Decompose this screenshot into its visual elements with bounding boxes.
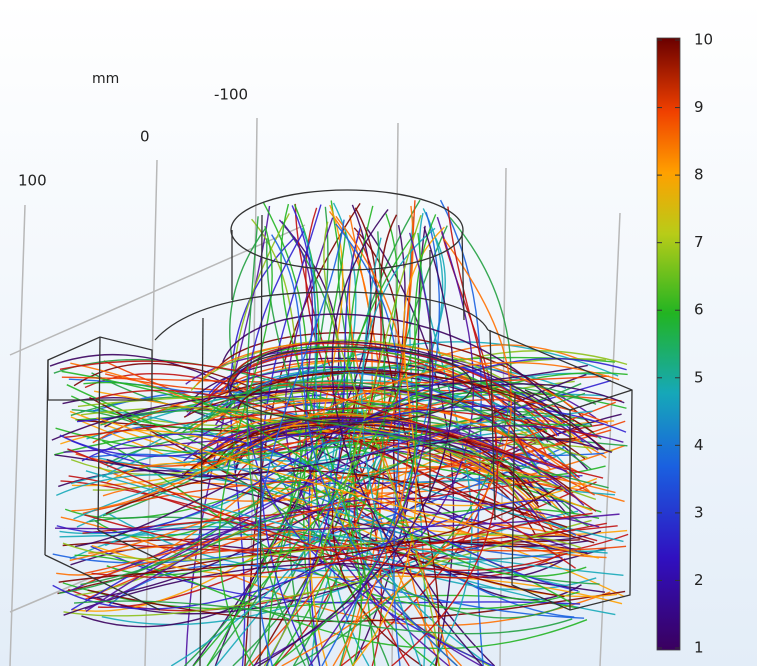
tick-label: 10 xyxy=(694,31,713,49)
tick-label: 3 xyxy=(694,503,704,521)
tick-label: 5 xyxy=(694,368,704,386)
tick-label: 6 xyxy=(694,301,704,319)
tick-label: 7 xyxy=(694,233,704,251)
tick-label: 4 xyxy=(694,436,704,454)
plot-view: mm -100 0 100 1 2 3 4 5 6 7 8 9 10 xyxy=(0,0,757,666)
tick-label: 8 xyxy=(694,166,704,184)
tick-label: 9 xyxy=(694,98,704,116)
tick-label: 1 xyxy=(694,639,704,657)
axis-label: -100 xyxy=(214,86,248,104)
axis-label: 0 xyxy=(140,128,150,146)
tick-label: 2 xyxy=(694,571,704,589)
axis-unit: mm xyxy=(92,71,119,87)
axis-label: 100 xyxy=(18,172,47,190)
colorbar xyxy=(657,38,680,650)
